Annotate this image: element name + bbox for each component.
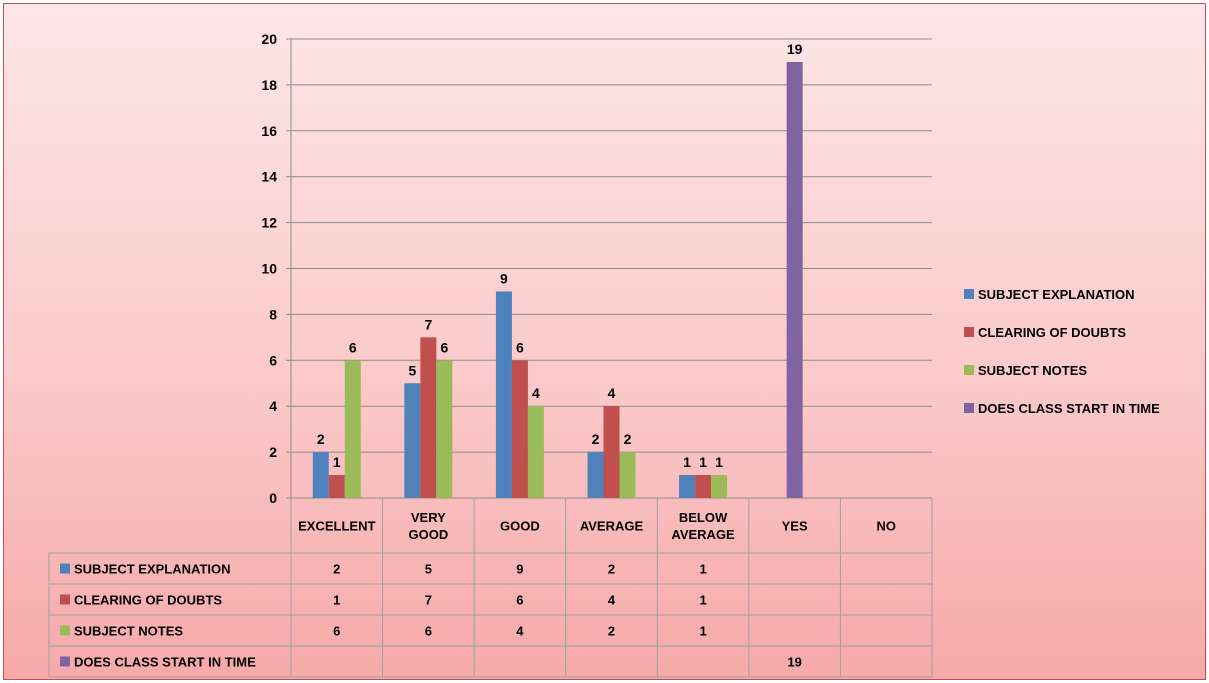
data-label: 7 [424, 316, 432, 332]
bar-clearing-of-doubts-average [603, 406, 620, 498]
table-cell-value: 1 [699, 562, 706, 577]
data-label: 6 [349, 339, 357, 355]
table-cell-value: 2 [608, 624, 615, 639]
table-key-subject-notes [60, 625, 70, 636]
legend-key-does-class-start-in-time [964, 403, 974, 413]
legend-key-clearing-of-doubts [964, 327, 974, 337]
y-tick-label: 4 [269, 398, 277, 414]
data-label: 1 [699, 454, 707, 470]
category-label-average: AVERAGE [580, 519, 644, 534]
legend-key-subject-explanation [964, 289, 974, 299]
table-cell-value: 6 [516, 593, 523, 608]
category-label-good: GOOD [500, 519, 540, 534]
y-tick-label: 0 [269, 490, 277, 506]
data-label: 6 [516, 339, 524, 355]
category-label-excellent: EXCELLENT [298, 519, 375, 534]
legend-label: SUBJECT EXPLANATION [978, 287, 1135, 302]
category-label-below-average: BELOW AVERAGE [671, 510, 735, 542]
y-tick-label: 16 [261, 123, 277, 139]
table-cell-value: 1 [333, 593, 340, 608]
y-tick-label: 18 [261, 77, 277, 93]
bar-subject-explanation-excellent [312, 452, 329, 498]
data-label: 2 [317, 431, 325, 447]
table-cell-value: 9 [516, 562, 523, 577]
table-cell-value: 2 [608, 562, 615, 577]
data-label: 1 [683, 454, 691, 470]
y-tick-label: 20 [261, 31, 277, 47]
bar-clearing-of-doubts-excellent [328, 475, 345, 498]
data-label: 2 [592, 431, 600, 447]
data-label: 19 [787, 41, 803, 57]
data-label: 6 [440, 339, 448, 355]
data-label: 5 [408, 362, 416, 378]
data-label: 4 [532, 385, 540, 401]
table-key-clearing-of-doubts [60, 594, 70, 605]
table-cell-value: 2 [333, 562, 340, 577]
table-cell-value: 1 [699, 593, 706, 608]
table-cell-value: 4 [608, 593, 616, 608]
chart-area: 0 2 4 6 8 10 12 14 16 18 20 2 1 6 5 7 6 9 6 4 2 4 2 1 1 1 19 EXCELL… [3, 3, 1206, 680]
table-row-label: CLEARING OF DOUBTS [74, 593, 222, 608]
bar-subject-notes-below-average [711, 475, 728, 498]
y-tick-label: 8 [269, 306, 277, 322]
data-label: 1 [333, 454, 341, 470]
y-tick-label: 2 [269, 444, 277, 460]
table-cell-value: 6 [333, 624, 340, 639]
bar-subject-explanation-average [587, 452, 604, 498]
bar-subject-explanation-very-good [404, 383, 421, 498]
bar-subject-notes-good [527, 406, 544, 498]
bar-clearing-of-doubts-very-good [420, 337, 437, 498]
table-cell-value: 19 [787, 655, 801, 670]
legend-key-subject-notes [964, 365, 974, 375]
table-row-label: DOES CLASS START IN TIME [74, 655, 256, 670]
category-label-yes: YES [782, 519, 808, 534]
bar-subject-explanation-below-average [679, 475, 696, 498]
table-cell-value: 7 [425, 593, 432, 608]
category-label-no: NO [876, 519, 896, 534]
bar-subject-notes-very-good [436, 360, 453, 498]
data-label: 1 [715, 454, 723, 470]
data-label: 2 [624, 431, 632, 447]
bar-subject-explanation-good [495, 291, 512, 498]
data-label: 9 [500, 270, 508, 286]
legend-label: SUBJECT NOTES [978, 363, 1087, 378]
y-tick-label: 12 [261, 215, 277, 231]
table-key-subject-explanation [60, 563, 70, 574]
table-row-label: SUBJECT NOTES [74, 624, 183, 639]
bar-does-class-start-in-time-yes [786, 61, 803, 498]
data-label: 4 [608, 385, 616, 401]
bar-subject-notes-average [619, 452, 636, 498]
y-tick-label: 6 [269, 352, 277, 368]
table-cell-value: 1 [699, 624, 706, 639]
bar-clearing-of-doubts-good [511, 360, 528, 498]
y-tick-label: 14 [261, 169, 277, 185]
table-cell-value: 4 [516, 624, 524, 639]
table-key-does-class-start-in-time [60, 656, 70, 667]
y-tick-label: 10 [261, 261, 277, 277]
category-label-very-good: VERY GOOD [408, 510, 448, 542]
table-cell-value: 5 [425, 562, 432, 577]
bar-clearing-of-doubts-below-average [695, 475, 712, 498]
legend-label: CLEARING OF DOUBTS [978, 325, 1126, 340]
legend-label: DOES CLASS START IN TIME [978, 401, 1160, 416]
table-row-label: SUBJECT EXPLANATION [74, 562, 231, 577]
bar-subject-notes-excellent [344, 360, 361, 498]
table-cell-value: 6 [425, 624, 432, 639]
